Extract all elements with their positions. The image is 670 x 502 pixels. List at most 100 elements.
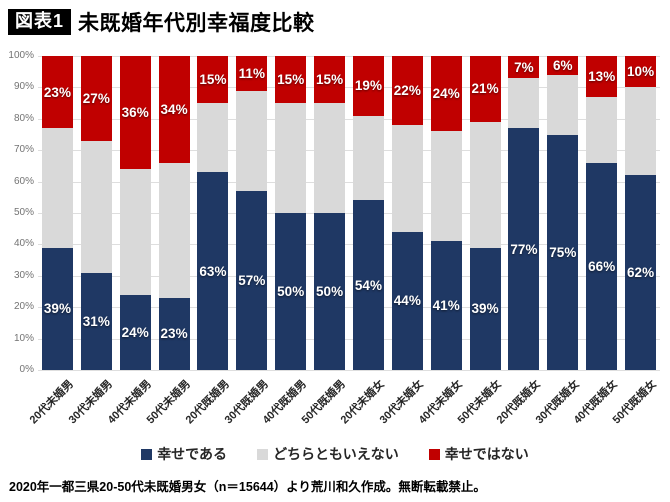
bar-segment-happy: 39%	[41, 247, 73, 370]
bar-segment-unhappy: 15%	[197, 56, 229, 104]
bar-value-label: 50%	[277, 284, 305, 299]
bar-segment-happy: 66%	[586, 162, 618, 370]
gridline	[38, 338, 660, 340]
bar-segment-happy: 62%	[625, 175, 657, 370]
bar-value-label: 41%	[432, 298, 460, 314]
legend-label: 幸せである	[157, 446, 228, 462]
bar-value-label: 31%	[82, 313, 110, 329]
y-axis-tick: 40%	[13, 238, 34, 250]
bar-value-label: 23%	[160, 326, 188, 342]
y-axis-tick: 0%	[19, 364, 34, 375]
bar-value-label: 62%	[627, 265, 655, 281]
bar-value-label: 15%	[199, 72, 227, 88]
legend-item-unhappy: 幸せではない	[428, 444, 529, 464]
bar-value-label: 27%	[82, 90, 110, 106]
bar-segment-unhappy: 15%	[275, 56, 307, 104]
gridline	[38, 150, 660, 152]
bar-value-label: 24%	[121, 324, 149, 340]
y-axis-tick: 70%	[13, 144, 34, 156]
gridline	[38, 181, 660, 183]
y-axis-tick: 90%	[13, 81, 34, 93]
bar-value-label: 7%	[514, 59, 534, 75]
bar-value-label: 34%	[160, 101, 188, 117]
bar-segment-neutral	[41, 128, 73, 248]
gridline	[38, 118, 660, 120]
bar-value-label: 50%	[316, 284, 344, 299]
bar-value-label: 66%	[588, 258, 616, 274]
title-row: 図表1 未既婚年代別幸福度比較	[8, 7, 662, 37]
y-axis-tick: 80%	[13, 112, 34, 124]
bar-value-label: 44%	[393, 293, 421, 309]
bar-segment-neutral	[197, 103, 229, 173]
bar-value-label: 10%	[627, 64, 655, 80]
legend-label: どちらともいえない	[273, 446, 399, 462]
legend-item-happy: 幸せである	[141, 444, 227, 464]
bar-value-label: 57%	[238, 273, 266, 289]
bar-segment-happy: 75%	[547, 134, 579, 370]
bar-segment-neutral	[586, 96, 618, 163]
happiness-stacked-bar-chart: 0% 10% 20% 30% 40% 50% 60% 70% 80% 90% 100% 39% 23% 2…	[0, 44, 670, 462]
bar-segment-unhappy: 36%	[119, 56, 151, 170]
bar-value-label: 19%	[354, 78, 382, 94]
bar-segment-happy: 39%	[469, 247, 501, 370]
bar-segment-happy: 50%	[275, 213, 307, 370]
bar-value-label: 24%	[432, 86, 460, 102]
y-axis-tick: 100%	[8, 50, 34, 61]
legend-swatch-icon	[428, 448, 440, 460]
bar-segment-neutral	[625, 87, 657, 176]
y-axis-tick: 20%	[13, 301, 34, 313]
bar-segment-unhappy: 13%	[586, 56, 618, 97]
bar-segment-neutral	[469, 121, 501, 248]
bar-segment-happy: 50%	[314, 213, 346, 370]
bar-value-label: 77%	[510, 241, 538, 257]
bar-value-label: 11%	[238, 65, 265, 81]
bar-segment-unhappy: 6%	[547, 56, 579, 75]
bar-value-label: 54%	[354, 277, 382, 293]
bar-segment-unhappy: 11%	[236, 56, 268, 91]
bar-value-label: 15%	[316, 72, 344, 88]
legend-label: 幸せではない	[444, 446, 529, 462]
gridline	[38, 56, 660, 57]
gridline	[38, 370, 660, 371]
bar-segment-neutral	[508, 78, 540, 129]
bar-segment-unhappy: 24%	[430, 56, 462, 132]
bar-value-label: 75%	[549, 244, 577, 260]
bar-segment-unhappy: 22%	[391, 56, 423, 126]
bar-segment-happy: 41%	[430, 241, 462, 370]
bar-segment-neutral	[547, 74, 579, 135]
bar-segment-neutral	[275, 103, 307, 213]
bar-segment-neutral	[158, 162, 190, 298]
bar-segment-happy: 24%	[119, 294, 151, 370]
bar-segment-happy: 63%	[197, 172, 229, 370]
legend-swatch-icon	[257, 448, 269, 460]
bar-segment-neutral	[391, 125, 423, 232]
bar-segment-happy: 77%	[508, 128, 540, 370]
bar-segment-unhappy: 21%	[469, 56, 501, 122]
figure-badge: 図表1	[8, 9, 72, 35]
y-axis-tick: 60%	[13, 175, 34, 187]
bar-segment-unhappy: 10%	[625, 56, 657, 88]
plot-area: 0% 10% 20% 30% 40% 50% 60% 70% 80% 90% 100% 39% 23% 2…	[8, 50, 660, 426]
bar-segment-unhappy: 23%	[41, 56, 73, 129]
bar-value-label: 13%	[588, 68, 616, 84]
bar-value-label: 22%	[393, 83, 421, 99]
bar-value-label: 21%	[471, 81, 499, 97]
bar-segment-happy: 44%	[391, 231, 423, 370]
bar-segment-unhappy: 15%	[314, 56, 346, 104]
bar-segment-unhappy: 19%	[352, 56, 384, 116]
bar-segment-neutral	[314, 103, 346, 213]
gridline	[38, 307, 660, 309]
gridline	[38, 87, 660, 89]
bar-value-label: 23%	[43, 84, 71, 100]
chart-legend: 幸せである どちらともいえない 幸せではない	[0, 443, 670, 465]
bar-segment-happy: 31%	[80, 272, 112, 370]
bar-segment-neutral	[352, 115, 384, 201]
bar-segment-unhappy: 34%	[158, 56, 190, 163]
gridline	[38, 244, 660, 246]
bar-segment-unhappy: 7%	[508, 56, 540, 78]
bar-value-label: 15%	[277, 72, 305, 88]
bar-segment-neutral	[80, 140, 112, 273]
bar-segment-happy: 57%	[236, 191, 268, 370]
bar-value-label: 39%	[43, 301, 71, 317]
